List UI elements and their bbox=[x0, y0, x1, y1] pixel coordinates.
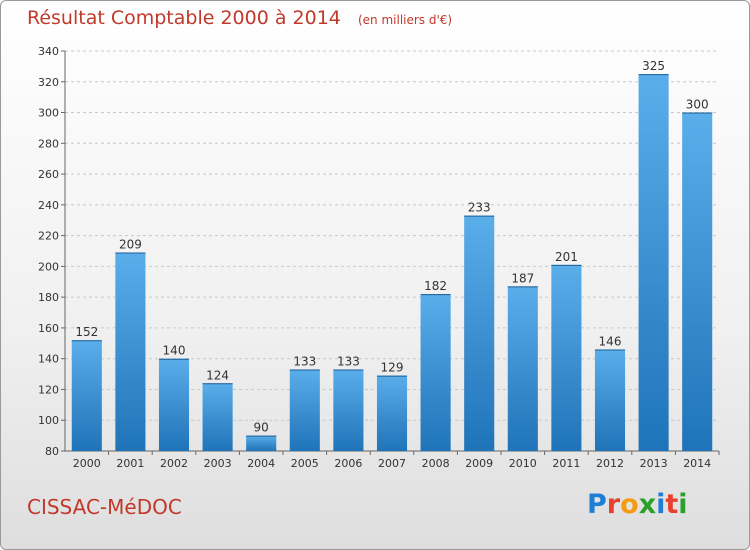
logo-letter: i bbox=[656, 489, 666, 520]
data-labels: 152 209 140 124 90 133 133 129 182 233 187 201 146 32… bbox=[75, 59, 708, 435]
x-tick-label: 2010 bbox=[509, 457, 537, 470]
data-label: 300 bbox=[686, 98, 709, 112]
y-tick-label: 180 bbox=[38, 291, 59, 304]
y-tick-label: 140 bbox=[38, 353, 59, 366]
x-tick-label: 2012 bbox=[596, 457, 624, 470]
chart-unit: (en milliers d'€) bbox=[357, 13, 453, 27]
bar bbox=[71, 340, 102, 451]
x-tick-label: 2014 bbox=[683, 457, 711, 470]
data-label: 325 bbox=[642, 59, 665, 73]
bar bbox=[420, 294, 451, 451]
bar bbox=[551, 264, 582, 451]
y-tick-label: 300 bbox=[38, 107, 59, 120]
data-label: 140 bbox=[163, 344, 186, 358]
data-label: 187 bbox=[511, 271, 534, 285]
y-tick-label: 260 bbox=[38, 168, 59, 181]
y-tick-label: 160 bbox=[38, 322, 59, 335]
y-tick-label: 280 bbox=[38, 137, 59, 150]
bar bbox=[464, 215, 495, 451]
bar bbox=[202, 383, 233, 451]
commune-name: CISSAC-MéDOC bbox=[27, 495, 182, 519]
x-tick-label: 2004 bbox=[247, 457, 275, 470]
data-label: 209 bbox=[119, 238, 142, 252]
axes: 80 100 120 140 160 180 200 220 240 260 280 300 320 34… bbox=[38, 45, 720, 470]
x-tick-label: 2013 bbox=[640, 457, 668, 470]
bar bbox=[682, 112, 713, 452]
data-label: 133 bbox=[337, 354, 360, 368]
data-label: 129 bbox=[381, 361, 404, 375]
y-tick-label: 100 bbox=[38, 414, 59, 427]
bar bbox=[333, 369, 364, 451]
data-label: 90 bbox=[254, 421, 269, 435]
y-tick-label: 80 bbox=[45, 445, 59, 458]
x-tick-label: 2006 bbox=[334, 457, 362, 470]
logo-letter: i bbox=[678, 489, 688, 520]
data-label: 152 bbox=[75, 325, 98, 339]
y-tick-label: 320 bbox=[38, 76, 59, 89]
proxiti-logo: Proxiti bbox=[587, 489, 688, 520]
data-label: 233 bbox=[468, 201, 491, 215]
x-tick-label: 2001 bbox=[116, 457, 144, 470]
bar bbox=[594, 349, 626, 451]
logo-letter: r bbox=[606, 489, 621, 520]
chart-title: Résultat Comptable 2000 à 2014 bbox=[27, 7, 341, 29]
y-tick-label: 200 bbox=[38, 260, 59, 273]
x-tick-label: 2003 bbox=[204, 457, 232, 470]
bar bbox=[289, 369, 320, 451]
x-tick-label: 2011 bbox=[552, 457, 580, 470]
logo-letter: P bbox=[587, 489, 607, 520]
bar bbox=[376, 375, 408, 451]
logo-letter: o bbox=[620, 489, 639, 520]
data-label: 133 bbox=[293, 354, 316, 368]
data-label: 146 bbox=[599, 334, 622, 348]
data-label: 182 bbox=[424, 279, 447, 293]
title-row: Résultat Comptable 2000 à 2014 (en milli… bbox=[27, 7, 452, 29]
logo-letter: x bbox=[638, 489, 657, 520]
x-tick-label: 2000 bbox=[73, 457, 101, 470]
logo-letter: t bbox=[665, 489, 679, 520]
data-label: 124 bbox=[206, 368, 229, 382]
y-tick-label: 220 bbox=[38, 230, 59, 243]
x-tick-label: 2007 bbox=[378, 457, 406, 470]
x-tick-label: 2005 bbox=[291, 457, 319, 470]
y-tick-label: 120 bbox=[38, 383, 59, 396]
bar bbox=[638, 74, 669, 452]
x-tick-label: 2002 bbox=[160, 457, 188, 470]
y-tick-label: 240 bbox=[38, 199, 59, 212]
bar bbox=[507, 286, 538, 451]
x-tick-label: 2009 bbox=[465, 457, 493, 470]
bar bbox=[115, 252, 146, 451]
y-tick-label: 340 bbox=[38, 45, 59, 58]
x-tick-label: 2008 bbox=[422, 457, 450, 470]
bar bbox=[158, 358, 190, 451]
data-label: 201 bbox=[555, 250, 578, 264]
bars bbox=[71, 74, 713, 452]
bar bbox=[246, 435, 277, 451]
